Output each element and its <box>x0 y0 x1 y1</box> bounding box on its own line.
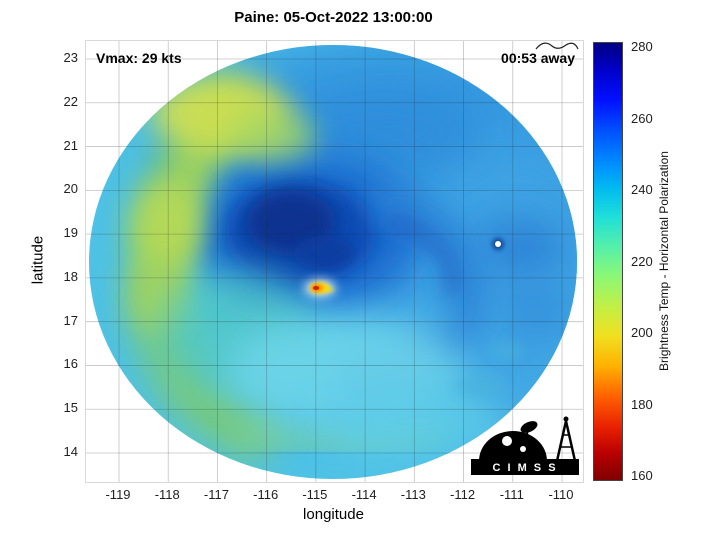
colorbar-tick-label: 160 <box>631 468 653 483</box>
y-tick-label: 14 <box>63 444 78 460</box>
colorbar-gradient <box>594 43 622 480</box>
colorbar-tick-label: 200 <box>631 325 653 340</box>
y-tick-label: 21 <box>63 137 78 153</box>
plot-title: Paine: 05-Oct-2022 13:00:00 <box>234 9 433 26</box>
plot-area: Vmax: 29 kts 00:53 away C I M S S <box>85 40 584 483</box>
colorbar-tick-label: 240 <box>631 182 653 197</box>
x-tick-label: -110 <box>548 487 574 502</box>
x-tick-label: -115 <box>302 487 328 502</box>
colorbar-tick-label: 260 <box>631 110 653 126</box>
colorbar-tick-label: 180 <box>631 396 653 412</box>
x-tick-label: -111 <box>499 487 524 502</box>
satellite-swath-image <box>86 41 583 482</box>
grid-lines <box>86 41 583 482</box>
x-tick-label: -117 <box>203 487 229 502</box>
y-tick-label: 19 <box>63 225 78 241</box>
colorbar <box>593 42 623 481</box>
cimss-logo: C I M S S <box>471 411 579 480</box>
colorbar-tick-label: 220 <box>631 253 653 269</box>
y-tick-label: 23 <box>63 50 78 65</box>
observatory-dome-icon <box>479 431 547 461</box>
x-tick-label: -113 <box>400 487 426 502</box>
x-tick-label: -114 <box>351 487 377 502</box>
y-tick-label: 22 <box>63 93 78 109</box>
eye-warm-spot <box>304 279 336 297</box>
brightness-temp-field <box>89 45 577 479</box>
colorbar-label: Brightness Temp - Horizontal Polarizatio… <box>657 151 671 371</box>
x-tick-label: -112 <box>450 487 476 502</box>
contour-line <box>535 42 579 50</box>
y-tick-label: 18 <box>63 268 78 284</box>
satellite-dish-icon <box>520 421 538 433</box>
marker-dot <box>492 238 504 250</box>
x-tick-label: -116 <box>253 487 279 502</box>
antenna-tower-icon <box>555 420 577 463</box>
y-tick-label: 15 <box>63 400 78 416</box>
x-tick-label: -119 <box>105 487 131 502</box>
y-tick-label: 17 <box>63 312 78 328</box>
x-axis-label: longitude <box>303 506 364 523</box>
vmax-annotation: Vmax: 29 kts <box>96 50 182 66</box>
colorbar-tick-label: 280 <box>631 39 653 54</box>
cimss-logo-text: C I M S S <box>492 462 557 474</box>
y-tick-label: 16 <box>63 356 78 372</box>
time-away-annotation: 00:53 away <box>501 50 575 66</box>
x-tick-label: -118 <box>154 487 180 502</box>
y-tick-label: 20 <box>63 181 78 197</box>
